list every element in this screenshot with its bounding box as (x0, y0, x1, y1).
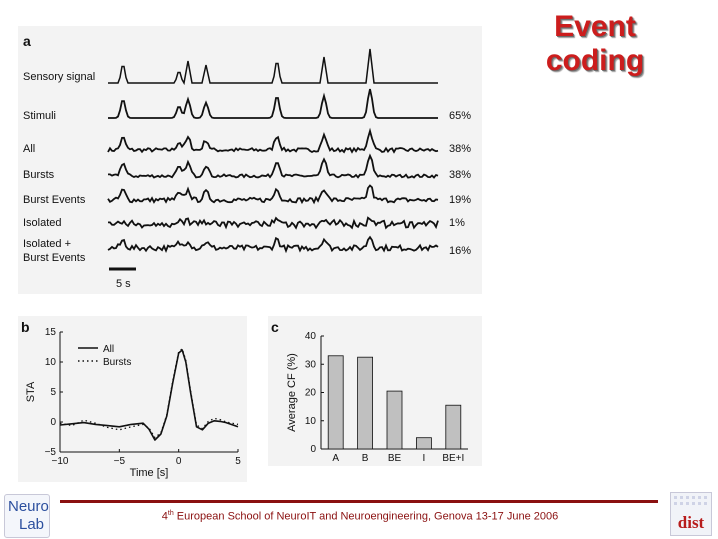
panel-b: b −10 −5 0 5 −5 0 5 10 15 Time [s] STA All Bursts (18, 316, 247, 482)
panel-b-x-label: Time [s] (130, 467, 169, 479)
legend-label-bursts: Bursts (103, 357, 131, 368)
trace-label-isolated-burst-2: Burst Events (23, 252, 86, 264)
trace-percent-stimuli: 65% (449, 110, 471, 122)
dist-logo-text: dist (678, 513, 705, 532)
bar-label: BE (388, 453, 402, 464)
legend-label-all: All (103, 344, 114, 355)
trace-percent-all: 38% (449, 143, 471, 155)
trace-percent-bursts: 38% (449, 169, 471, 181)
neurolab-logo: Neuro Lab (4, 494, 50, 538)
trace-label-burst-events: Burst Events (23, 194, 86, 206)
panel-b-x-tick-label: −10 (52, 456, 69, 467)
panel-a: a Sensory signal Stimuli All Bursts Burs… (18, 26, 482, 294)
panel-b-y-tick-label: −5 (45, 447, 57, 458)
panel-b-letter: b (21, 319, 30, 335)
bar-label: I (423, 453, 426, 464)
slide-title-line2: coding (545, 44, 645, 77)
neurolab-logo-line1: Neuro (8, 498, 49, 515)
panel-c-chart: c 0 10 20 30 40 Average CF (%) A B BE I BE+I (271, 319, 468, 464)
footer-ordinal-suffix: th (167, 510, 174, 517)
panel-c-letter: c (271, 319, 279, 335)
panel-b-x-tick-label: −5 (114, 456, 126, 467)
trace-line-1 (108, 88, 438, 119)
trace-line-2 (107, 127, 439, 154)
trace-line-3 (108, 153, 439, 179)
bar-label: A (332, 453, 339, 464)
scale-bar-label: 5 s (116, 278, 131, 290)
trace-line-6 (107, 235, 439, 254)
panel-b-y-label: STA (25, 381, 37, 402)
slide-title: Event coding (520, 10, 670, 78)
trace-label-isolated-burst-1: Isolated + (23, 238, 71, 250)
trace-label-sensory: Sensory signal (23, 71, 95, 83)
trace-label-bursts: Bursts (23, 169, 55, 181)
panel-b-series-bursts (59, 348, 239, 439)
trace-percent-burst-events: 19% (449, 194, 471, 206)
panel-a-figure: a Sensory signal Stimuli All Bursts Burs… (23, 33, 471, 290)
trace-label-all: All (23, 143, 35, 155)
panel-b-y-tick-label: 5 (50, 387, 56, 398)
panel-c: c 0 10 20 30 40 Average CF (%) A B BE I BE+I (268, 316, 482, 466)
bar-label: B (362, 453, 369, 464)
bar-a (327, 355, 344, 450)
panel-c-y-tick-label: 30 (305, 359, 317, 370)
panel-c-y-tick-label: 10 (305, 416, 317, 427)
panel-a-traces (107, 48, 439, 254)
bar-b (357, 356, 373, 450)
trace-percent-isolated-burst: 16% (449, 245, 471, 257)
panel-b-series-all (59, 349, 239, 441)
bar-be-plus-i (445, 404, 462, 450)
panel-a-letter: a (23, 33, 31, 49)
dist-logo: dist (670, 492, 712, 536)
footer-event-name: European School of NeuroIT and Neuroengi… (173, 510, 559, 523)
trace-line-4 (107, 184, 439, 205)
bar-i (415, 437, 432, 450)
panel-b-legend: All Bursts (78, 344, 131, 368)
trace-line-5 (108, 216, 439, 230)
panel-c-bars: A B BE I BE+I (327, 355, 464, 464)
footer-divider (60, 500, 658, 503)
panel-c-axes: 0 10 20 30 40 Average CF (%) (286, 331, 468, 455)
bar-be (386, 390, 403, 450)
trace-line-0 (108, 48, 438, 86)
panel-c-y-tick-label: 20 (305, 388, 317, 399)
footer-text: 4th European School of NeuroIT and Neuro… (100, 510, 620, 523)
bar-label: BE+I (442, 453, 464, 464)
footer-ordinal: 4 (161, 510, 168, 523)
neurolab-logo-line2: Lab (19, 516, 45, 533)
panel-b-lines (59, 348, 239, 441)
trace-label-stimuli: Stimuli (23, 110, 56, 122)
panel-b-y-tick-label: 15 (45, 327, 57, 338)
panel-c-y-label: Average CF (%) (286, 353, 298, 432)
panel-b-x-tick-label: 5 (235, 456, 241, 467)
panel-c-y-tick-label: 40 (305, 331, 317, 342)
panel-b-y-tick-label: 0 (50, 417, 56, 428)
panel-b-y-tick-label: 10 (45, 357, 57, 368)
panel-c-y-tick-label: 0 (310, 444, 316, 455)
trace-label-isolated: Isolated (23, 217, 62, 229)
panel-b-x-tick-label: 0 (176, 456, 182, 467)
slide-title-line1: Event (554, 10, 636, 43)
trace-percent-isolated: 1% (449, 217, 465, 229)
